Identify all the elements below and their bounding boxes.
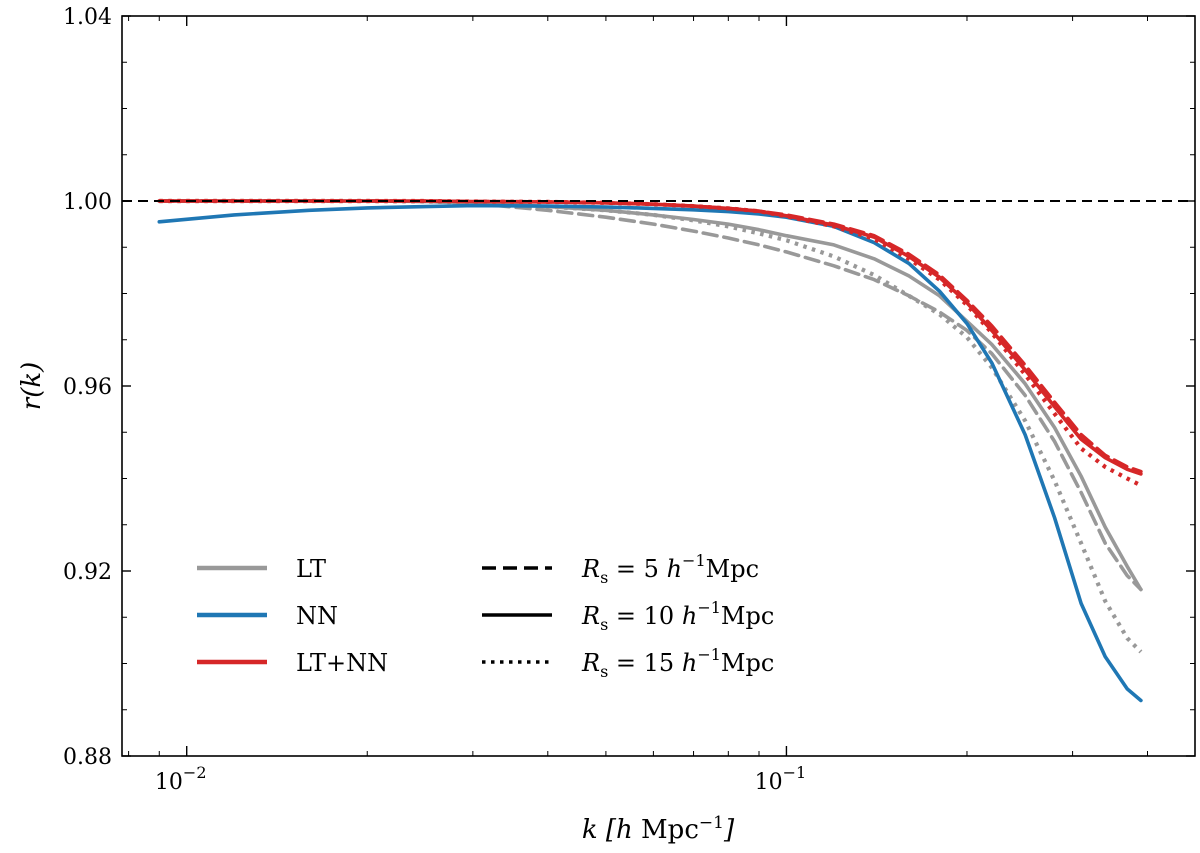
legend-label-rs-10: Rs = 10 h−1Mpc [581, 598, 774, 634]
x-tick-label: 10−2 [155, 763, 207, 795]
series-layer [157, 198, 1143, 703]
y-tick-label: 0.92 [63, 560, 112, 585]
legend-label-rs-15: Rs = 15 h−1Mpc [581, 645, 774, 681]
y-axis-ticks: 0.88 0.92 0.96 1.00 1.04 [63, 5, 1195, 770]
y-tick-label: 0.88 [63, 745, 112, 770]
x-axis-ticks: 10−2 10−1 [128, 16, 1149, 795]
x-axis-label: k [h Mpc−1] [582, 813, 735, 845]
y-axis-label: r(k) [17, 362, 47, 410]
legend-label: LT [296, 555, 326, 583]
legend: LT NN LT+NN Rs = 5 h−1Mpc Rs = 10 h−1Mpc Rs =… [197, 551, 774, 681]
series-lt-dotted [159, 198, 1143, 654]
series-lt-plus-nn-solid [157, 199, 1143, 476]
series-lt-plus-nn-dotted [159, 198, 1142, 488]
y-tick-label: 0.96 [63, 375, 112, 400]
y-tick-label: 1.00 [63, 190, 112, 215]
legend-label: NN [296, 602, 338, 630]
series-lt-solid [157, 199, 1143, 592]
series-lt-dashed [157, 199, 1143, 592]
legend-label: LT+NN [296, 649, 388, 677]
x-tick-label: 10−1 [755, 763, 807, 795]
y-tick-label: 1.04 [63, 5, 112, 30]
legend-label-rs-5: Rs = 5 h−1Mpc [581, 551, 759, 587]
